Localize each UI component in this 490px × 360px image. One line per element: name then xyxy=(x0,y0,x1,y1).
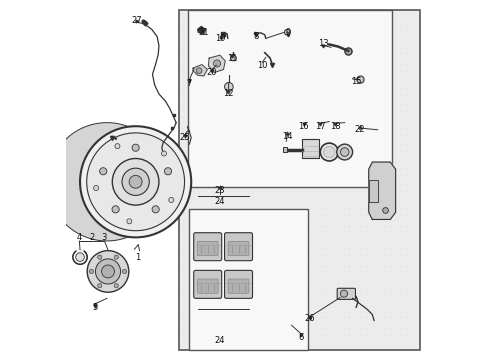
Text: 4: 4 xyxy=(77,233,82,242)
Circle shape xyxy=(161,151,167,156)
Circle shape xyxy=(132,144,139,151)
Circle shape xyxy=(113,176,122,184)
FancyBboxPatch shape xyxy=(194,270,221,298)
Circle shape xyxy=(122,269,126,274)
Text: 14: 14 xyxy=(282,132,293,141)
Text: 24: 24 xyxy=(215,197,225,206)
Circle shape xyxy=(114,284,119,288)
Text: 26: 26 xyxy=(304,314,315,323)
Bar xyxy=(283,147,287,152)
Text: 2: 2 xyxy=(89,233,95,242)
Bar xyxy=(188,10,392,187)
Circle shape xyxy=(323,146,335,158)
Text: 10: 10 xyxy=(257,61,268,70)
Text: 1: 1 xyxy=(135,253,140,262)
Text: 8: 8 xyxy=(253,32,258,41)
Polygon shape xyxy=(208,55,225,72)
Text: 24: 24 xyxy=(215,336,225,345)
Circle shape xyxy=(112,206,119,213)
Circle shape xyxy=(115,144,120,149)
Text: 15: 15 xyxy=(351,77,362,86)
Text: 16: 16 xyxy=(298,122,309,131)
Circle shape xyxy=(76,253,84,261)
Circle shape xyxy=(112,158,159,205)
Text: 9: 9 xyxy=(285,28,291,37)
Polygon shape xyxy=(48,123,158,241)
Circle shape xyxy=(231,55,236,61)
Text: 23: 23 xyxy=(215,185,225,194)
FancyBboxPatch shape xyxy=(224,233,252,261)
Circle shape xyxy=(87,133,185,231)
Polygon shape xyxy=(368,180,378,202)
Text: 17: 17 xyxy=(315,122,326,131)
Circle shape xyxy=(165,168,172,175)
Circle shape xyxy=(224,82,233,91)
Circle shape xyxy=(87,251,129,292)
Circle shape xyxy=(357,76,364,83)
Bar xyxy=(179,10,419,350)
Circle shape xyxy=(127,219,132,224)
Circle shape xyxy=(96,259,121,284)
Circle shape xyxy=(152,206,159,213)
Polygon shape xyxy=(193,64,207,76)
Circle shape xyxy=(94,185,98,190)
Circle shape xyxy=(337,144,353,160)
Circle shape xyxy=(196,68,202,73)
Polygon shape xyxy=(368,162,395,220)
Circle shape xyxy=(99,168,107,175)
Text: 19: 19 xyxy=(216,34,226,43)
Circle shape xyxy=(122,168,149,195)
Circle shape xyxy=(114,255,119,259)
Text: 27: 27 xyxy=(131,16,142,25)
FancyBboxPatch shape xyxy=(337,288,355,300)
Text: 12: 12 xyxy=(223,89,233,98)
Text: 20: 20 xyxy=(207,68,217,77)
Circle shape xyxy=(214,60,220,67)
Text: 21: 21 xyxy=(198,28,209,37)
Text: 6: 6 xyxy=(298,333,303,342)
Circle shape xyxy=(129,175,142,188)
Circle shape xyxy=(320,143,338,161)
Circle shape xyxy=(80,126,191,237)
Text: 13: 13 xyxy=(318,39,328,48)
Text: 18: 18 xyxy=(330,122,341,131)
Polygon shape xyxy=(101,144,145,187)
Text: 5: 5 xyxy=(93,303,98,312)
Bar xyxy=(190,209,308,350)
Text: 11: 11 xyxy=(227,54,238,63)
Polygon shape xyxy=(197,27,205,34)
Circle shape xyxy=(341,148,349,156)
Circle shape xyxy=(169,197,174,202)
Circle shape xyxy=(89,269,94,274)
Circle shape xyxy=(285,30,290,35)
Circle shape xyxy=(101,265,115,278)
Circle shape xyxy=(98,255,102,259)
Circle shape xyxy=(341,290,347,297)
FancyBboxPatch shape xyxy=(228,279,249,293)
Text: 22: 22 xyxy=(354,125,365,134)
FancyBboxPatch shape xyxy=(228,241,249,256)
FancyBboxPatch shape xyxy=(194,233,221,261)
Bar xyxy=(302,139,319,158)
Text: 25: 25 xyxy=(179,133,190,142)
FancyBboxPatch shape xyxy=(197,241,218,256)
Circle shape xyxy=(383,208,389,213)
Circle shape xyxy=(98,284,102,288)
FancyBboxPatch shape xyxy=(224,270,252,298)
Circle shape xyxy=(113,158,122,166)
FancyBboxPatch shape xyxy=(197,279,218,293)
Text: 3: 3 xyxy=(102,233,107,242)
Text: 7: 7 xyxy=(187,79,192,88)
